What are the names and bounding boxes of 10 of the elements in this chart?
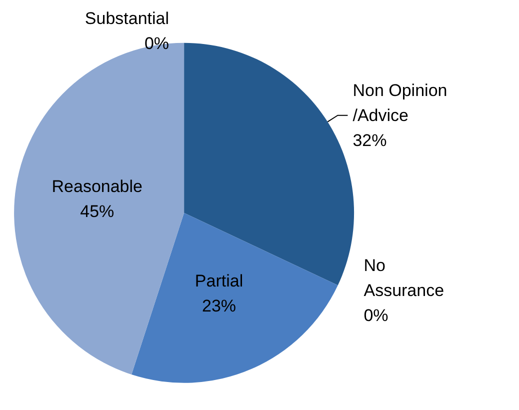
text: 0% bbox=[364, 306, 388, 325]
data-label: 45% bbox=[80, 202, 114, 222]
data-label: 23% bbox=[202, 296, 236, 316]
slice-label: Partial bbox=[194, 272, 244, 291]
slice-label: Reasonable bbox=[52, 177, 143, 196]
text: 0% bbox=[144, 34, 170, 53]
slice-label: Non Opinion/Advice bbox=[352, 80, 448, 125]
category-label: Substantial bbox=[84, 8, 170, 28]
data-label: 32% bbox=[352, 130, 387, 150]
category-label: No Assurance bbox=[364, 256, 444, 300]
